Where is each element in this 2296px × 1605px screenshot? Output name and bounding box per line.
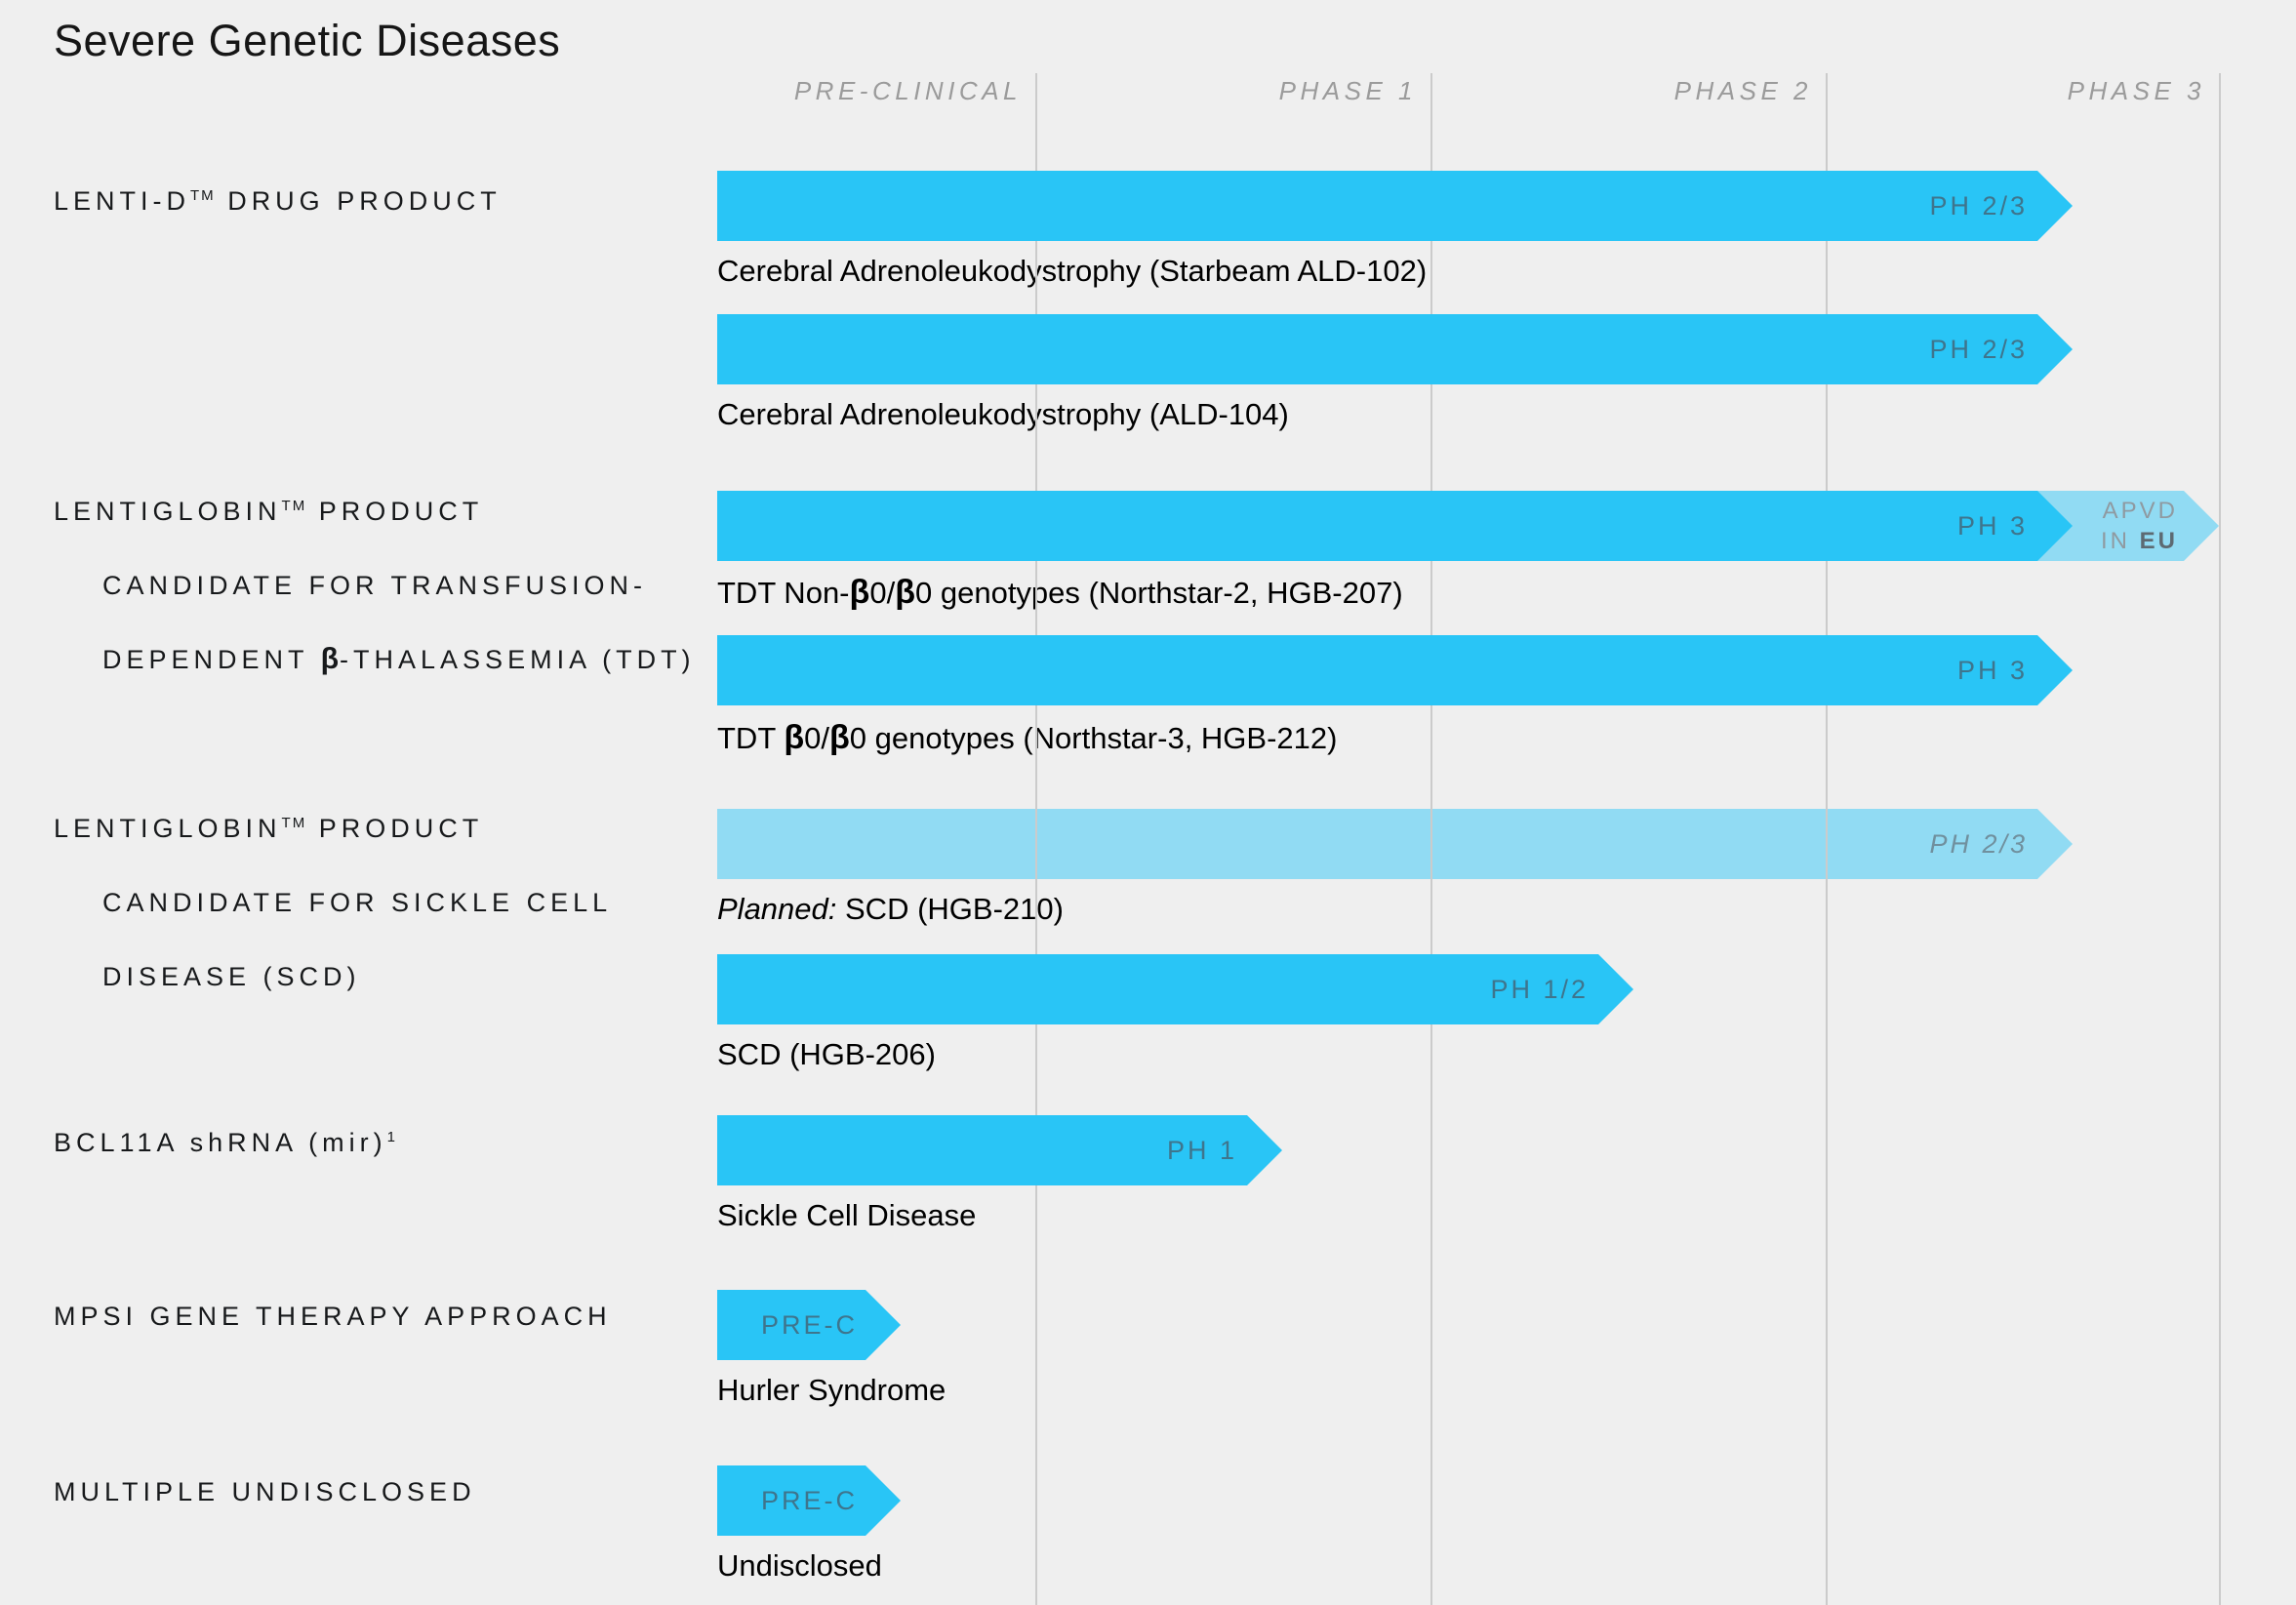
trial-label-ald104: Cerebral Adrenoleukodystrophy (ALD-104): [717, 397, 1289, 431]
phase-tag: PRE-C: [760, 1309, 858, 1340]
trial-arrow-ald104: PH 2/3: [717, 314, 2073, 384]
phase-tag: PH 2/3: [1929, 334, 2028, 364]
apvd-label-line1: APVD: [2102, 498, 2178, 524]
gridline-preclinical: [1035, 73, 1037, 1605]
planned-italic-text: Planned:: [717, 892, 837, 926]
trial-label-hgb212: TDT β0/β0 genotypes (Northstar-3, HGB-21…: [717, 719, 1338, 756]
column-header-phase2: PHASE 2: [1673, 76, 1812, 105]
gridline-phase3: [2219, 73, 2221, 1605]
trial-label-hgb206: SCD (HGB-206): [717, 1037, 936, 1071]
program-label-bcl11a: BCL11A shRNA (mir)1: [54, 1128, 397, 1157]
phase-tag: PH 2/3: [1929, 828, 2028, 859]
program-label-lenti-d: LENTI-DTM DRUG PRODUCT: [54, 186, 502, 216]
tm-superscript: TM: [281, 815, 307, 831]
phase-tag: PH 3: [1956, 510, 2028, 541]
tm-superscript: TM: [281, 498, 307, 514]
apvd-label-line2: IN EU: [2100, 528, 2178, 554]
phase-tag: PH 1: [1166, 1135, 1237, 1165]
gridline-phase1: [1430, 73, 1432, 1605]
trial-label-undisclosed: Undisclosed: [717, 1548, 882, 1583]
beta-glyph: β: [828, 719, 850, 756]
footnote-1-superscript: 1: [386, 1129, 397, 1145]
tm-superscript: TM: [190, 187, 216, 204]
trial-label-ald102: Cerebral Adrenoleukodystrophy (Starbeam …: [717, 254, 1428, 288]
trial-arrow-sickle-cell: PH 1: [717, 1115, 1282, 1185]
page-title: Severe Genetic Diseases: [54, 16, 561, 65]
column-header-preclinical: PRE-CLINICAL: [793, 76, 1022, 105]
beta-glyph: β: [849, 574, 870, 611]
beta-glyph: β: [895, 574, 915, 611]
trial-arrow-hgb206: PH 1/2: [717, 954, 1633, 1024]
trial-label-hurler: Hurler Syndrome: [717, 1373, 947, 1407]
phase-tag: PH 1/2: [1490, 974, 1589, 1004]
trial-arrow-hgb210-planned: PH 2/3: [717, 809, 2073, 879]
program-label-mpsi: MPSI GENE THERAPY APPROACH: [54, 1302, 612, 1331]
trial-arrow-hurler: PRE-C: [717, 1290, 901, 1360]
trial-arrow-hgb207: PH 3: [717, 491, 2073, 561]
program-label-multiple-undisclosed: MULTIPLE UNDISCLOSED: [54, 1477, 476, 1506]
column-header-phase3: PHASE 3: [2067, 76, 2205, 105]
beta-glyph: β: [320, 643, 341, 675]
eu-bold-text: EU: [2139, 528, 2178, 554]
program-label-lentiglobin-tdt: LENTIGLOBINTM PRODUCT CANDIDATE FOR TRAN…: [54, 497, 696, 675]
trial-label-hgb210: Planned: SCD (HGB-210): [717, 892, 1064, 926]
trial-arrow-ald102: PH 2/3: [717, 171, 2073, 241]
trial-label-hgb207: TDT Non-β0/β0 genotypes (Northstar-2, HG…: [717, 574, 1403, 611]
beta-glyph: β: [784, 719, 805, 756]
phase-tag: PRE-C: [760, 1485, 858, 1515]
trial-label-sickle-cell: Sickle Cell Disease: [717, 1198, 977, 1232]
trial-arrow-undisclosed: PRE-C: [717, 1465, 901, 1536]
phase-tag: PH 2/3: [1929, 190, 2028, 221]
program-label-lentiglobin-scd: LENTIGLOBINTM PRODUCT CANDIDATE FOR SICK…: [54, 814, 613, 991]
trial-arrow-hgb212: PH 3: [717, 635, 2073, 705]
gridline-phase2: [1826, 73, 1828, 1605]
column-header-phase1: PHASE 1: [1278, 76, 1417, 105]
phase-tag: PH 3: [1956, 655, 2028, 685]
